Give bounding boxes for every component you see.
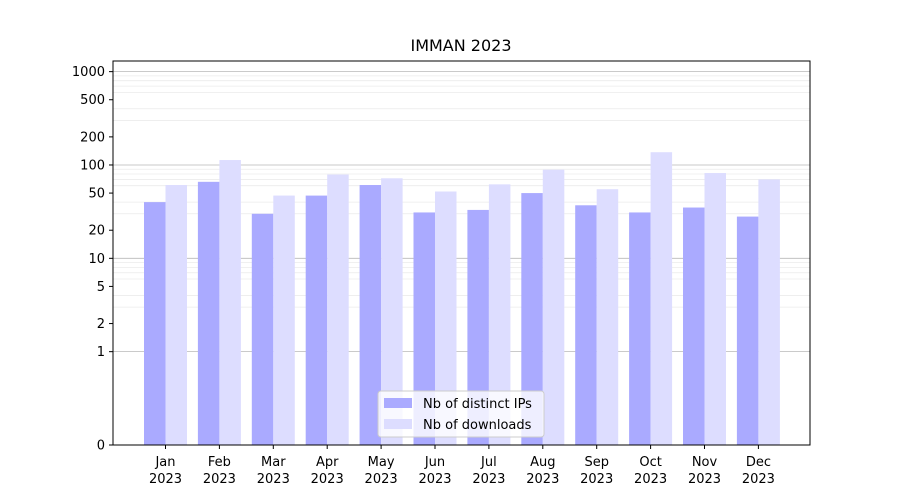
bar-downloads-mar	[273, 195, 295, 445]
y-tick-label: 1000	[72, 65, 105, 80]
legend-box	[377, 390, 545, 438]
bar-distinct-ips-aug	[521, 193, 543, 445]
chart-title: IMMAN 2023	[410, 36, 511, 55]
bar-distinct-ips-jul	[467, 209, 489, 445]
y-tick-label: 500	[80, 93, 105, 108]
x-tick-label-year: 2023	[203, 472, 236, 487]
legend-swatch	[384, 398, 412, 408]
x-tick-label-month: Mar	[261, 455, 286, 470]
x-tick-label-month: Jul	[480, 455, 497, 470]
y-tick-label: 200	[80, 130, 105, 145]
bar-distinct-ips-dec	[736, 216, 759, 445]
y-tick-label: 2	[97, 317, 105, 332]
legend: Nb of distinct IPs Nb of downloads	[377, 390, 545, 438]
x-tick-label-month: Oct	[639, 455, 661, 470]
x-tick-label-month: Aug	[530, 455, 555, 470]
y-tick-label: 50	[88, 187, 105, 202]
axes	[112, 60, 811, 446]
x-tick-label-year: 2023	[472, 472, 505, 487]
x-tick-label-year: 2023	[311, 472, 344, 487]
bar-distinct-ips-sep	[575, 205, 597, 445]
legend-swatch	[384, 419, 412, 429]
x-tick-label-month: Dec	[746, 455, 771, 470]
legend-label: Nb of distinct IPs	[423, 397, 532, 412]
bar-downloads-dec	[758, 179, 780, 445]
bar-downloads-sep	[596, 189, 619, 445]
x-tick-label-month: Apr	[316, 455, 339, 470]
bar-downloads-jul	[488, 184, 511, 445]
x-tick-label-year: 2023	[580, 472, 613, 487]
x-tick-label-year: 2023	[257, 472, 290, 487]
bar-downloads-feb	[219, 160, 241, 446]
x-tick-label-year: 2023	[418, 472, 451, 487]
bar-downloads-jun	[435, 191, 457, 445]
bar-downloads-aug	[542, 169, 565, 445]
bar-distinct-ips-mar	[251, 213, 274, 445]
bar-distinct-ips-jun	[413, 212, 435, 445]
x-axis-ticks: Jan 2023 Feb 2023 Mar 2023 Apr 2023 May 2023 Jun 20…	[149, 445, 775, 487]
bars	[144, 152, 780, 446]
x-tick-label-year: 2023	[634, 472, 667, 487]
x-tick-label-month: Nov	[692, 455, 718, 470]
bar-downloads-oct	[650, 152, 673, 445]
bar-distinct-ips-apr	[305, 195, 328, 445]
y-tick-label: 5	[97, 280, 105, 295]
bar-downloads-may	[381, 178, 403, 445]
legend-label: Nb of downloads	[423, 418, 532, 433]
bar-downloads-nov	[704, 173, 726, 445]
x-tick-label-month: Jun	[424, 455, 445, 470]
x-tick-label-year: 2023	[526, 472, 559, 487]
x-tick-label-month: Feb	[208, 455, 231, 470]
y-tick-label: 0	[97, 439, 105, 454]
bar-distinct-ips-may	[359, 185, 382, 445]
bar-distinct-ips-jan	[144, 202, 166, 445]
bar-distinct-ips-oct	[629, 212, 651, 445]
x-tick-label-month: May	[368, 455, 395, 470]
x-tick-label-month: Sep	[584, 455, 609, 470]
x-tick-label-year: 2023	[149, 472, 182, 487]
y-tick-label: 10	[88, 252, 105, 267]
x-tick-label-year: 2023	[742, 472, 775, 487]
y-tick-label: 100	[80, 158, 105, 173]
bar-downloads-apr	[327, 174, 349, 446]
plot-frame	[112, 60, 811, 446]
bar-distinct-ips-feb	[197, 181, 220, 445]
x-tick-label-year: 2023	[365, 472, 398, 487]
y-tick-label: 20	[88, 224, 105, 239]
bar-distinct-ips-nov	[683, 207, 705, 445]
y-axis-ticks: 0 1 2 5 10 20 50 100 200 500 1000	[72, 65, 113, 454]
x-tick-label-year: 2023	[688, 472, 721, 487]
x-tick-label-month: Jan	[154, 455, 175, 470]
y-tick-label: 1	[97, 345, 105, 360]
bar-downloads-jan	[165, 185, 187, 445]
